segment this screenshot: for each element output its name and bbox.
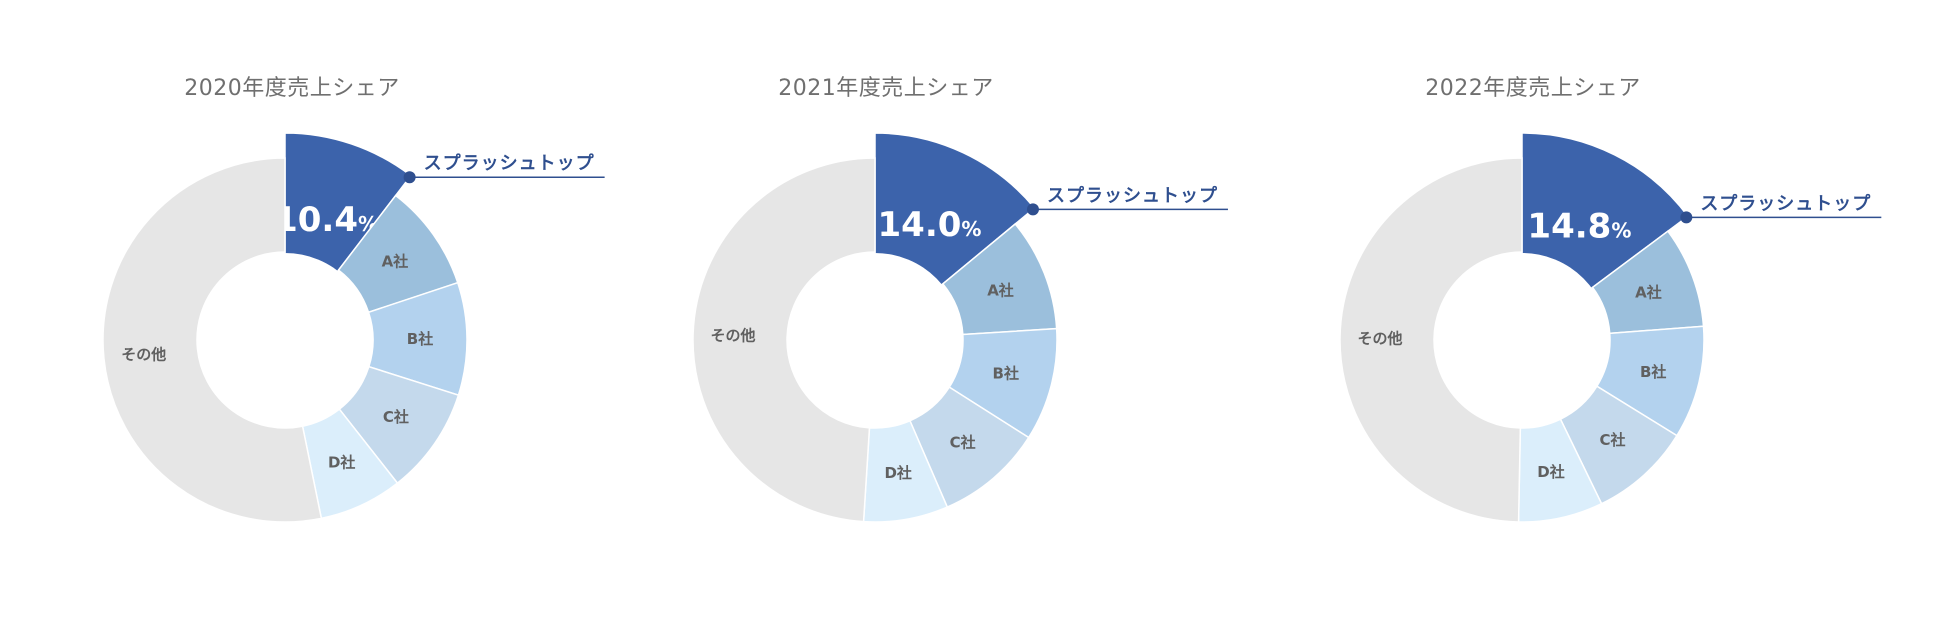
slice-label: A社 xyxy=(382,253,409,271)
highlight-percent-unit: % xyxy=(961,217,981,241)
slice-label: D社 xyxy=(1537,463,1564,481)
chart-title: 2021年度売上シェア xyxy=(778,76,994,101)
highlight-percent: 10.4% xyxy=(274,200,378,240)
slice-label: その他 xyxy=(1357,330,1402,348)
slice-label: B社 xyxy=(1640,363,1666,381)
slice-label: C社 xyxy=(383,408,409,426)
donut-chart-2: 2021年度売上シェア 14.0% スプラッシュトップ A社 B社 C社 D社 その他 xyxy=(692,76,1228,523)
slice-other xyxy=(692,157,876,523)
slice-label: その他 xyxy=(121,345,166,363)
highlight-percent-value: 14.0 xyxy=(878,205,962,245)
slice-label: D社 xyxy=(884,464,911,482)
highlight-percent-value: 10.4 xyxy=(274,200,358,240)
callout-dot xyxy=(403,171,416,184)
chart-title: 2022年度売上シェア xyxy=(1425,76,1641,101)
slice-label: B社 xyxy=(993,365,1019,383)
callout-label: スプラッシュトップ xyxy=(1047,184,1218,206)
slice-label: その他 xyxy=(711,327,756,345)
donut-hole xyxy=(788,253,962,427)
donut-chart-1: 2020年度売上シェア 10.4% スプラッシュトップ A社 B社 C社 D社 その他 xyxy=(102,76,605,523)
callout-dot xyxy=(1680,211,1693,224)
slice-label: B社 xyxy=(407,330,433,348)
callout-label: スプラッシュトップ xyxy=(1700,192,1871,214)
slice-label: A社 xyxy=(1635,284,1662,302)
callout-label: スプラッシュトップ xyxy=(424,152,595,174)
donut-hole xyxy=(1435,253,1609,427)
highlight-percent: 14.0% xyxy=(878,205,982,245)
highlight-percent-value: 14.8 xyxy=(1527,207,1611,247)
slice-other xyxy=(1339,157,1523,523)
highlight-percent: 14.8% xyxy=(1527,207,1631,247)
slice-label: D社 xyxy=(328,454,355,472)
callout-dot xyxy=(1026,203,1039,216)
slice-label: A社 xyxy=(987,281,1014,299)
slice-label: C社 xyxy=(1600,431,1626,449)
donut-hole xyxy=(198,253,372,427)
chart-title: 2020年度売上シェア xyxy=(184,76,400,101)
donut-chart-3: 2022年度売上シェア 14.8% スプラッシュトップ A社 B社 C社 D社 その他 xyxy=(1339,76,1882,523)
highlight-percent-unit: % xyxy=(1611,219,1631,243)
slice-other xyxy=(102,157,323,523)
slice-label: C社 xyxy=(950,434,976,452)
